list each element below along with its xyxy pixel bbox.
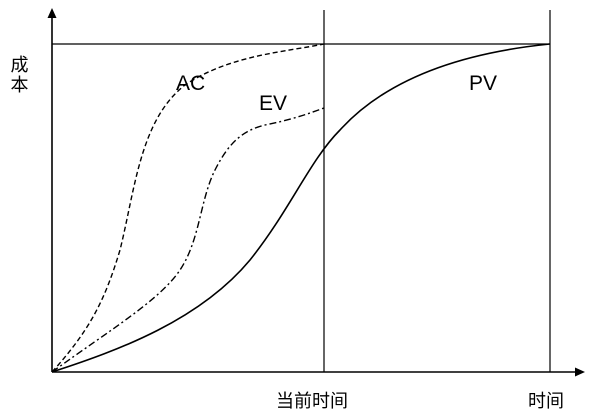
ev-curve — [51, 107, 325, 373]
x-axis-label: 时间 — [528, 391, 564, 412]
y-axis-label: 成本 — [8, 55, 29, 95]
ac-curve — [51, 43, 325, 373]
pv-curve — [51, 43, 551, 373]
y-axis-arrow — [47, 8, 57, 18]
x-axis-arrow — [575, 367, 585, 377]
current-time-label: 当前时间 — [276, 391, 348, 412]
ev-label: EV — [259, 92, 287, 115]
ac-label: AC — [176, 72, 205, 95]
pv-label: PV — [469, 72, 497, 95]
